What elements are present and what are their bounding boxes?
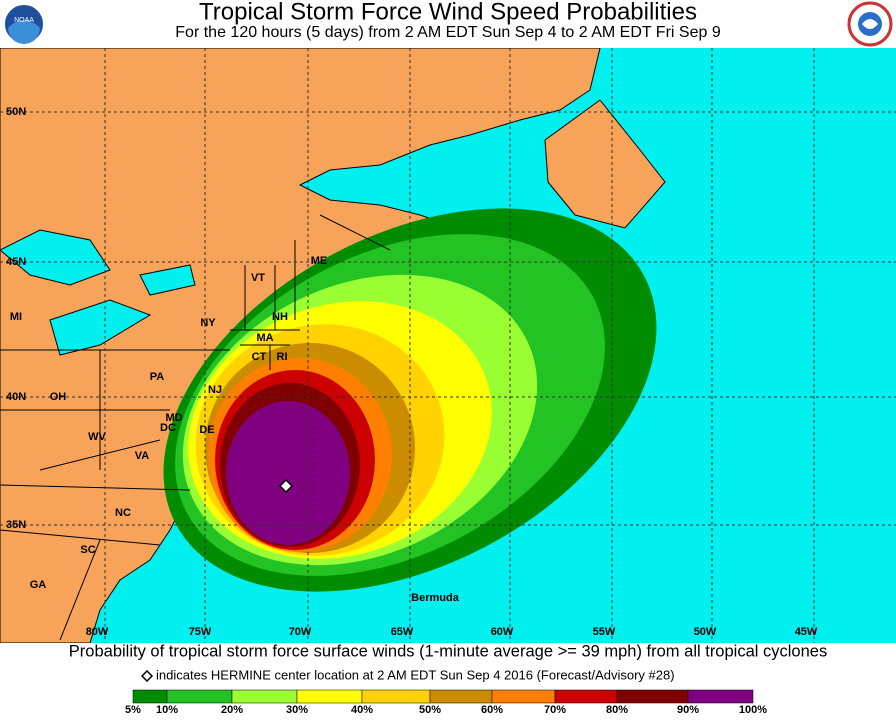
note: indicates HERMINE center location at 2 A… [156,667,675,682]
contour [226,401,350,545]
legend-swatch [361,689,431,704]
legend-marker [140,669,154,683]
legend-swatch [616,689,689,704]
newfoundland [544,99,666,229]
lat-label: 50N [6,106,26,118]
legend-label: 70% [544,704,566,716]
noaa-logo: NOAA [3,3,45,45]
legend-label: 60% [481,704,503,716]
legend-swatch [429,689,493,704]
borders [0,214,391,641]
place-label: VT [251,272,265,284]
place-label: ME [311,255,328,267]
place-label: Bermuda [411,592,460,604]
place-label: NH [272,311,288,323]
legend-label: 10% [156,704,178,716]
legend-label: 80% [606,704,628,716]
great-lakes [0,229,196,356]
place-label: RI [277,351,288,363]
place-label: PA [150,371,165,383]
legend: 5% 10% 20% 30% 40% 50% 60% 70% 80% 90% 100% [125,689,767,716]
logo-text: NOAA [14,17,34,24]
place-label: VA [135,450,150,462]
place-label: MA [256,332,273,344]
legend-label: 20% [221,704,243,716]
legend-label: 100% [739,704,767,716]
lon-label: 45W [795,626,818,638]
lat-label: 40N [6,391,26,403]
place-label: NC [115,507,131,519]
lon-label: 70W [289,626,312,638]
nws-logo [847,1,893,47]
lat-label: 45N [6,256,26,268]
place-label: NJ [208,384,222,396]
lon-label: 50W [694,626,717,638]
place-label: MI [10,311,22,323]
probability-contours [163,208,657,592]
lon-label: 60W [491,626,514,638]
lon-label: 80W [86,626,109,638]
place-label: CT [252,351,267,363]
lon-label: 55W [593,626,616,638]
title: Tropical Storm Force Wind Speed Probabil… [199,0,697,25]
legend-label: 90% [677,704,699,716]
place-label: GA [30,579,47,591]
place-label: SC [80,544,95,556]
legend-swatch [687,689,754,704]
legend-label: 5% [125,704,141,716]
subtitle: For the 120 hours (5 days) from 2 AM EDT… [175,24,721,41]
legend-swatch [231,689,298,704]
legend-swatch [132,689,168,704]
storm-center [278,478,294,494]
lat-label: 35N [6,519,26,531]
legend-swatch [296,689,363,704]
place-label: WV [88,431,106,443]
legend-label: 40% [351,704,373,716]
place-label: DC [160,422,176,434]
legend-label: 50% [419,704,441,716]
caption: Probability of tropical storm force surf… [69,642,827,660]
map: 50N 45N 40N 35N 80W 75W 70W 65W 60W 55W 50W 45W ME VT… [0,48,896,643]
place-label: NY [200,317,216,329]
place-label: OH [50,391,67,403]
legend-swatch [491,689,556,704]
place-label: MD [165,412,182,424]
legend-swatch [166,689,233,704]
lon-label: 75W [189,626,212,638]
place-label: DE [199,424,214,436]
legend-swatch [554,689,618,704]
lon-label: 65W [391,626,414,638]
legend-label: 30% [286,704,308,716]
